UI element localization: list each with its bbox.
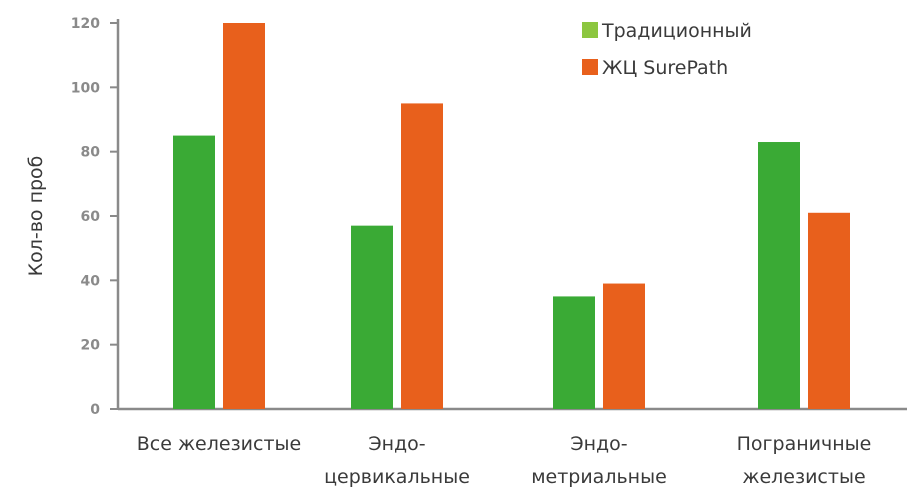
legend-label-2: ЖЦ SurePath <box>602 57 728 79</box>
y-tick-label: 100 <box>71 80 100 96</box>
bar-traditional-4 <box>758 142 800 409</box>
y-tick-label: 80 <box>81 145 101 161</box>
bar-traditional-2 <box>351 225 393 409</box>
y-tick-label: 20 <box>81 338 101 354</box>
legend-swatch-2 <box>582 59 598 75</box>
x-category-label: Эндо- <box>570 433 627 455</box>
x-category-label: железистые <box>742 466 865 488</box>
x-category-label: цервикальные <box>324 466 470 488</box>
y-axis-title: Кол-во проб <box>25 156 47 277</box>
x-category-label: метриальные <box>531 466 667 488</box>
bars <box>173 23 850 410</box>
bar-surepath-4 <box>808 212 850 409</box>
bar-surepath-1 <box>223 23 265 409</box>
x-category-label: Пограничные <box>737 433 872 455</box>
y-tick-label: 40 <box>81 273 101 289</box>
y-tick-label: 60 <box>81 209 101 225</box>
legend-label-1: Традиционный <box>601 20 752 42</box>
legend: Традиционный ЖЦ SurePath <box>582 20 752 79</box>
y-tick-label: 0 <box>90 402 100 418</box>
bar-traditional-3 <box>553 296 595 409</box>
y-tick-label: 120 <box>71 16 100 32</box>
bar-surepath-2 <box>401 103 443 410</box>
x-category-label: Эндо- <box>368 433 425 455</box>
legend-swatch-1 <box>582 22 598 38</box>
category-labels: Все железистые Эндо-цервикальные Эндо-метр… <box>137 433 872 488</box>
bar-surepath-3 <box>603 283 645 409</box>
x-category-label: Все железистые <box>137 433 302 455</box>
bar-traditional-1 <box>173 135 215 410</box>
